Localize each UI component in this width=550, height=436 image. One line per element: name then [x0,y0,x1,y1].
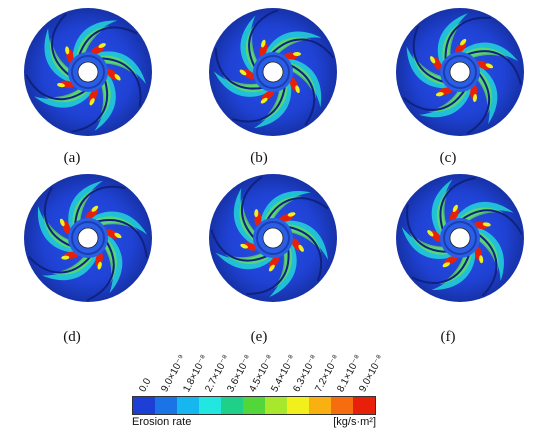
impeller-panel-f [392,170,528,306]
impeller-panel-b [205,4,341,140]
impeller-erosion-map [209,174,337,302]
impeller-panel-d [20,170,156,306]
legend-color-cell [287,397,309,414]
legend-color-cell [309,397,331,414]
caption-c: (c) [439,150,457,166]
legend-tick-label: 0.0 [137,376,154,394]
caption-e: (e) [250,329,268,345]
legend-color-cell [221,397,243,414]
impeller-erosion-map [24,8,152,136]
legend-color-cell [331,397,353,414]
caption-b: (b) [250,150,268,166]
impeller-erosion-map [396,8,524,136]
caption-d: (d) [63,329,81,345]
impeller-erosion-map [24,174,152,302]
caption-a: (a) [63,150,81,166]
legend-color-cell [265,397,287,414]
impeller-panel-e [205,170,341,306]
legend-unit: [kg/s·m²] [333,416,376,428]
impeller-panel-a [20,4,156,140]
legend-color-cell [353,397,375,414]
legend-color-cell [177,397,199,414]
legend-color-cell [155,397,177,414]
legend-color-bar [132,396,376,415]
impeller-panel-c [392,4,528,140]
legend-color-cell [133,397,155,414]
legend-title: Erosion rate [132,416,192,428]
impeller-erosion-map [396,174,524,302]
legend-color-cell [199,397,221,414]
caption-f: (f) [440,329,456,345]
impeller-erosion-map [209,8,337,136]
color-legend: 0.0 9.0×10⁻⁹ 1.8×10⁻⁸ 2.7×10⁻⁸ 3.6×10⁻⁸ 4.5×1… [126,348,386,434]
legend-color-cell [243,397,265,414]
